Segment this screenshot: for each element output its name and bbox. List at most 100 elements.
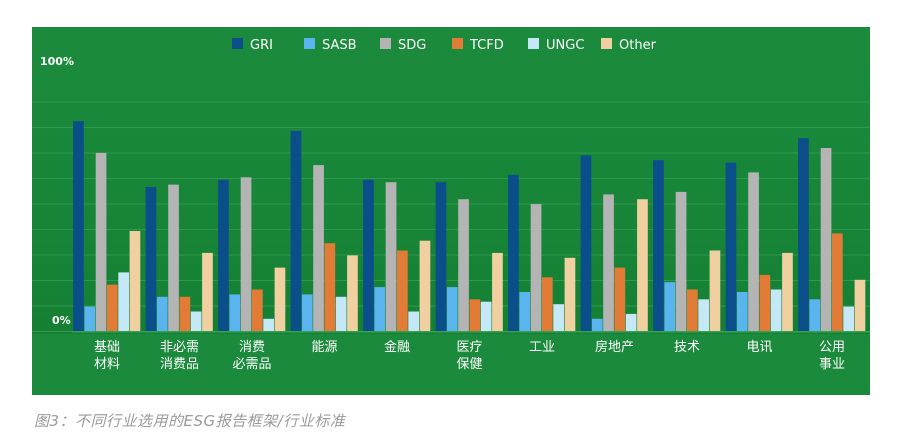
- legend-label-ungc: UNGC: [546, 38, 584, 53]
- category-label: 消费: [239, 340, 265, 355]
- bar-ungc-4: [408, 311, 419, 331]
- bar-other-3: [347, 255, 358, 331]
- bar-tcfd-2: [252, 289, 263, 331]
- bar-ungc-3: [335, 296, 347, 331]
- bar-other-4: [419, 240, 431, 331]
- category-label: 公用: [819, 340, 845, 355]
- bar-sdg-8: [675, 191, 687, 331]
- bar-sdg-3: [313, 165, 324, 331]
- bar-gri-7: [580, 155, 592, 331]
- bar-other-6: [564, 257, 576, 331]
- bar-ungc-7: [625, 313, 637, 331]
- bar-other-7: [637, 199, 648, 331]
- bar-tcfd-3: [324, 243, 336, 331]
- bar-sdg-4: [385, 182, 397, 331]
- bar-ungc-0: [118, 272, 129, 331]
- bar-gri-6: [508, 174, 519, 331]
- bar-sdg-10: [820, 148, 832, 331]
- category-label: 电讯: [746, 340, 772, 355]
- bar-sasb-4: [374, 287, 386, 331]
- bar-tcfd-9: [759, 274, 771, 331]
- bar-sdg-0: [95, 152, 107, 331]
- bar-gri-0: [73, 121, 84, 331]
- bar-ungc-6: [553, 304, 564, 331]
- bar-other-10: [854, 279, 866, 331]
- bar-tcfd-10: [832, 233, 843, 331]
- bar-sdg-2: [240, 177, 252, 331]
- bar-sasb-7: [591, 318, 603, 331]
- bars: [73, 121, 866, 331]
- legend-label-other: Other: [619, 38, 657, 53]
- bar-other-1: [202, 252, 213, 331]
- category-label: 消费品: [160, 357, 199, 372]
- bar-sasb-6: [519, 292, 531, 331]
- bar-gri-4: [363, 179, 374, 331]
- bar-gri-8: [653, 160, 664, 331]
- bar-ungc-5: [480, 301, 492, 331]
- category-label: 非必需: [160, 340, 199, 355]
- bar-gri-5: [435, 182, 447, 331]
- bar-gri-2: [218, 179, 229, 331]
- bar-ungc-1: [190, 311, 202, 331]
- bar-ungc-10: [843, 306, 854, 331]
- category-label: 医疗: [456, 340, 482, 355]
- bar-ungc-9: [770, 289, 782, 331]
- bar-tcfd-5: [469, 299, 481, 331]
- bar-ungc-2: [263, 318, 274, 331]
- bar-other-5: [492, 252, 503, 331]
- legend-label-sasb: SASB: [322, 38, 357, 53]
- category-label: 技术: [674, 340, 700, 355]
- bar-ungc-8: [698, 299, 709, 331]
- bar-gri-1: [145, 187, 157, 331]
- category-label: 保健: [456, 357, 482, 372]
- legend-swatch-gri: [232, 38, 243, 49]
- bar-other-8: [709, 250, 721, 331]
- y-tick-label-min: 0%: [52, 314, 71, 327]
- bar-tcfd-7: [614, 267, 626, 331]
- category-label: 材料: [94, 357, 120, 372]
- chart-panel: GRI SASB SDG TCFD UNGC Other 基础材料 非必需消费品 消费必需品 能…: [32, 27, 870, 395]
- bar-sdg-1: [168, 184, 179, 331]
- bar-other-0: [129, 231, 141, 331]
- bar-sdg-9: [748, 172, 759, 331]
- legend-swatch-tcfd: [452, 38, 463, 49]
- bar-sasb-10: [809, 299, 821, 331]
- legend-label-tcfd: TCFD: [469, 38, 504, 53]
- bar-tcfd-0: [107, 284, 118, 331]
- bar-sasb-3: [301, 294, 313, 331]
- bar-sasb-8: [664, 282, 676, 331]
- bar-gri-9: [725, 162, 737, 331]
- bar-tcfd-8: [687, 289, 698, 331]
- bar-sdg-7: [603, 194, 614, 331]
- bar-other-2: [274, 267, 286, 331]
- category-label: 能源: [311, 340, 337, 355]
- bar-sasb-0: [84, 306, 96, 331]
- legend-swatch-sasb: [304, 38, 315, 49]
- bar-sasb-2: [229, 294, 241, 331]
- legend-swatch-ungc: [528, 38, 539, 49]
- category-label: 事业: [819, 357, 845, 372]
- figure-caption: 图3：不同行业选用的ESG报告框架/行业标准: [34, 412, 346, 430]
- legend-swatch-sdg: [380, 38, 391, 49]
- bar-tcfd-6: [542, 277, 553, 331]
- legend-label-sdg: SDG: [398, 38, 426, 53]
- bar-sasb-1: [156, 296, 168, 331]
- bar-tcfd-4: [397, 250, 408, 331]
- bar-tcfd-1: [179, 296, 191, 331]
- bar-sdg-6: [530, 204, 542, 331]
- bar-sasb-9: [736, 292, 748, 331]
- category-label: 基础: [94, 340, 120, 355]
- bar-other-9: [782, 252, 793, 331]
- legend-label-gri: GRI: [250, 38, 273, 53]
- category-label: 必需品: [232, 357, 271, 372]
- bar-sasb-5: [446, 287, 458, 331]
- category-label: 金融: [384, 339, 410, 355]
- category-label: 工业: [529, 340, 555, 355]
- bar-gri-3: [290, 130, 302, 331]
- legend-swatch-other: [601, 38, 612, 49]
- y-tick-label-max: 100%: [40, 55, 74, 68]
- bar-sdg-5: [458, 199, 469, 331]
- legend: GRI SASB SDG TCFD UNGC Other: [232, 38, 657, 53]
